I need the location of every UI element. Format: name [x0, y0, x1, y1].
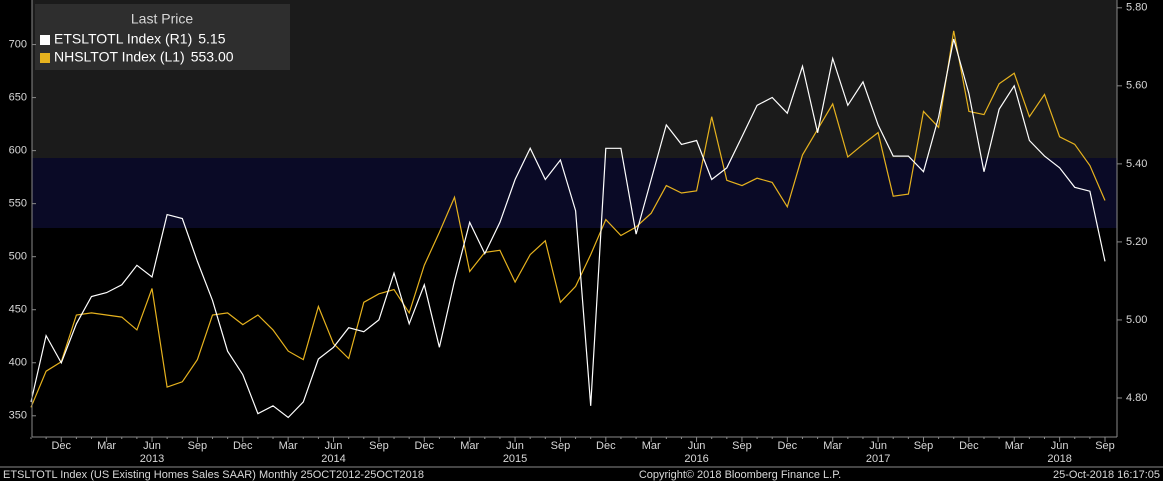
y2-tick-label: 5.20 — [1126, 236, 1147, 248]
legend-label: NHSLTOT Index (L1) — [54, 49, 185, 65]
x-tick-label: Dec — [959, 440, 979, 452]
x-tick-label: Mar — [460, 440, 479, 452]
x-tick-label: Sep — [551, 440, 571, 452]
x-tick-label: Dec — [233, 440, 253, 452]
x-tick-label: Mar — [97, 440, 116, 452]
y-tick-label: 500 — [9, 251, 27, 263]
x-tick-label: Dec — [778, 440, 798, 452]
legend-value: 553.00 — [191, 49, 234, 65]
plot — [30, 30, 1106, 419]
y2-tick-label: 4.80 — [1126, 392, 1147, 404]
y2-tick-label: 5.00 — [1126, 314, 1147, 326]
y-tick-label: 450 — [9, 304, 27, 316]
legend-swatch — [40, 35, 50, 45]
x-tick-label: Jun — [143, 440, 161, 452]
legend-label: ETSLTOTL Index (R1) — [54, 31, 192, 47]
x-tick-label: Jun — [1051, 440, 1069, 452]
legend-box — [35, 4, 290, 70]
y-tick-label: 600 — [9, 145, 27, 157]
x-tick-label: Sep — [369, 440, 389, 452]
year-label: 2014 — [321, 453, 345, 465]
y-tick-label: 350 — [9, 410, 27, 422]
legend-swatch — [40, 53, 50, 63]
x-tick-label: Sep — [188, 440, 208, 452]
footer-center: Copyright© 2018 Bloomberg Finance L.P. — [639, 469, 841, 481]
year-label: 2016 — [684, 453, 708, 465]
x-tick-label: Dec — [415, 440, 435, 452]
x-tick-label: Mar — [279, 440, 298, 452]
y2-tick-label: 5.60 — [1126, 80, 1147, 92]
x-tick-label: Jun — [688, 440, 706, 452]
y-tick-label: 650 — [9, 91, 27, 103]
x-tick-label: Jun — [869, 440, 887, 452]
y2-tick-label: 5.80 — [1126, 2, 1147, 14]
year-label: 2015 — [503, 453, 527, 465]
x-tick-label: Dec — [596, 440, 616, 452]
legend-value: 5.15 — [198, 31, 225, 47]
x-tick-label: Mar — [642, 440, 661, 452]
x-tick-label: Sep — [914, 440, 934, 452]
footer-right: 25-Oct-2018 16:17:05 — [1053, 469, 1160, 481]
middle-band — [32, 158, 1117, 228]
year-label: 2018 — [1047, 453, 1071, 465]
y-tick-label: 400 — [9, 357, 27, 369]
year-label: 2017 — [866, 453, 890, 465]
x-tick-label: Jun — [325, 440, 343, 452]
x-tick-label: Mar — [823, 440, 842, 452]
x-tick-label: Dec — [51, 440, 71, 452]
legend-title: Last Price — [131, 11, 193, 27]
y-tick-label: 700 — [9, 38, 27, 50]
footer-left: ETSLTOTL Index (US Existing Homes Sales … — [3, 469, 424, 481]
year-label: 2013 — [140, 453, 164, 465]
series-line — [30, 38, 1106, 419]
x-tick-label: Mar — [1005, 440, 1024, 452]
x-tick-label: Sep — [1095, 440, 1115, 452]
series-line — [30, 30, 1106, 408]
x-tick-label: Sep — [732, 440, 752, 452]
y2-tick-label: 5.40 — [1126, 158, 1147, 170]
x-tick-label: Jun — [506, 440, 524, 452]
y-tick-label: 550 — [9, 198, 27, 210]
